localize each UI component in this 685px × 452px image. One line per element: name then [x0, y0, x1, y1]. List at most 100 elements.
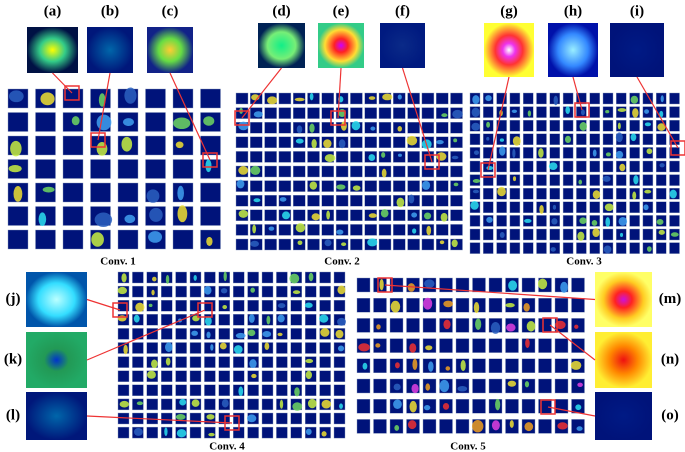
- feature-tile: [523, 228, 534, 241]
- feature-tile: [321, 92, 334, 105]
- activation: [472, 95, 480, 105]
- activation: [395, 362, 400, 369]
- activation: [506, 323, 516, 332]
- feature-tile: [321, 224, 334, 236]
- activation: [548, 162, 558, 171]
- feature-tile: [549, 147, 560, 159]
- panel-label: (j): [6, 291, 21, 307]
- activation: [133, 427, 143, 436]
- activation: [267, 96, 278, 105]
- feature-tile: [278, 224, 292, 236]
- feature-tile: [629, 215, 640, 227]
- feature-tile: [305, 328, 317, 340]
- activation: [219, 342, 227, 350]
- arrow: [86, 309, 206, 361]
- activation: [381, 168, 387, 178]
- feature-tile: [389, 338, 404, 353]
- feature-tile: [117, 426, 130, 439]
- activation: [203, 116, 215, 126]
- feature-tile: [436, 238, 449, 251]
- feature-tile: [7, 229, 29, 250]
- activation: [367, 238, 378, 247]
- activation: [309, 181, 318, 190]
- panel-label: (f): [395, 3, 410, 19]
- activation: [149, 207, 163, 222]
- feature-tile: [189, 412, 202, 425]
- feature-tile: [455, 399, 470, 414]
- feature-tile: [364, 107, 377, 119]
- activation: [539, 204, 544, 214]
- feature-tile: [562, 228, 574, 241]
- activation: [644, 189, 652, 194]
- feature-tile: [132, 328, 144, 340]
- feature-tile: [407, 180, 420, 192]
- feature-tile: [406, 318, 420, 333]
- feature-tile: [536, 133, 547, 146]
- layer-label: Conv. 3: [566, 256, 602, 268]
- feature-tile: [290, 342, 302, 354]
- activation: [439, 240, 445, 245]
- zoom-image: [380, 23, 425, 68]
- feature-tile: [117, 356, 130, 368]
- feature-tile: [356, 318, 371, 333]
- activation: [646, 246, 652, 252]
- activation: [505, 303, 515, 308]
- activation: [376, 324, 381, 330]
- feature-tile: [146, 384, 159, 396]
- activation: [574, 324, 579, 329]
- feature-tile: [218, 370, 231, 382]
- feature-tile: [356, 298, 371, 313]
- feature-tile: [549, 228, 560, 241]
- activation: [603, 245, 612, 254]
- feature-tile: [278, 151, 292, 163]
- activation: [615, 132, 623, 143]
- activation: [646, 148, 653, 155]
- feature-tile: [562, 160, 574, 173]
- activation: [475, 318, 482, 330]
- feature-tile: [307, 107, 320, 119]
- activation: [337, 345, 345, 352]
- activation: [659, 163, 665, 168]
- feature-tile: [602, 133, 614, 146]
- activation: [618, 217, 628, 226]
- feature-tile: [132, 285, 144, 298]
- activation: [249, 359, 257, 369]
- feature-tile: [235, 136, 249, 149]
- activation: [592, 190, 601, 199]
- feature-tile: [589, 92, 600, 105]
- feature-tile: [571, 298, 585, 313]
- activation: [193, 274, 197, 281]
- activation: [486, 121, 491, 128]
- feature-tile: [175, 300, 187, 312]
- feature-tile: [35, 229, 56, 250]
- arrow: [384, 284, 596, 301]
- activation: [423, 212, 432, 220]
- feature-tile: [549, 133, 560, 146]
- activation: [425, 345, 433, 351]
- activation: [305, 370, 312, 380]
- arrows: [52, 67, 679, 424]
- activation: [525, 338, 530, 349]
- feature-tile: [469, 228, 481, 241]
- feature-tile: [356, 419, 371, 434]
- feature-tile: [393, 224, 406, 236]
- activation: [412, 358, 418, 371]
- feature-tile: [549, 187, 560, 200]
- activation: [324, 239, 332, 247]
- activation: [592, 149, 597, 157]
- feature-tile: [602, 187, 614, 200]
- feature-tile: [472, 358, 486, 373]
- feature-tile: [422, 419, 437, 434]
- feature-tile: [472, 378, 486, 394]
- arrow: [572, 76, 583, 111]
- feature-tile: [469, 160, 481, 173]
- feature-tile: [145, 135, 166, 156]
- feature-tile: [293, 180, 306, 192]
- feature-tile: [536, 228, 547, 241]
- highlight-box: [64, 85, 80, 101]
- zoom-image: [147, 27, 193, 73]
- activation: [238, 121, 249, 131]
- feature-tile: [536, 106, 547, 118]
- feature-tile: [549, 174, 560, 186]
- feature-tile: [421, 92, 435, 105]
